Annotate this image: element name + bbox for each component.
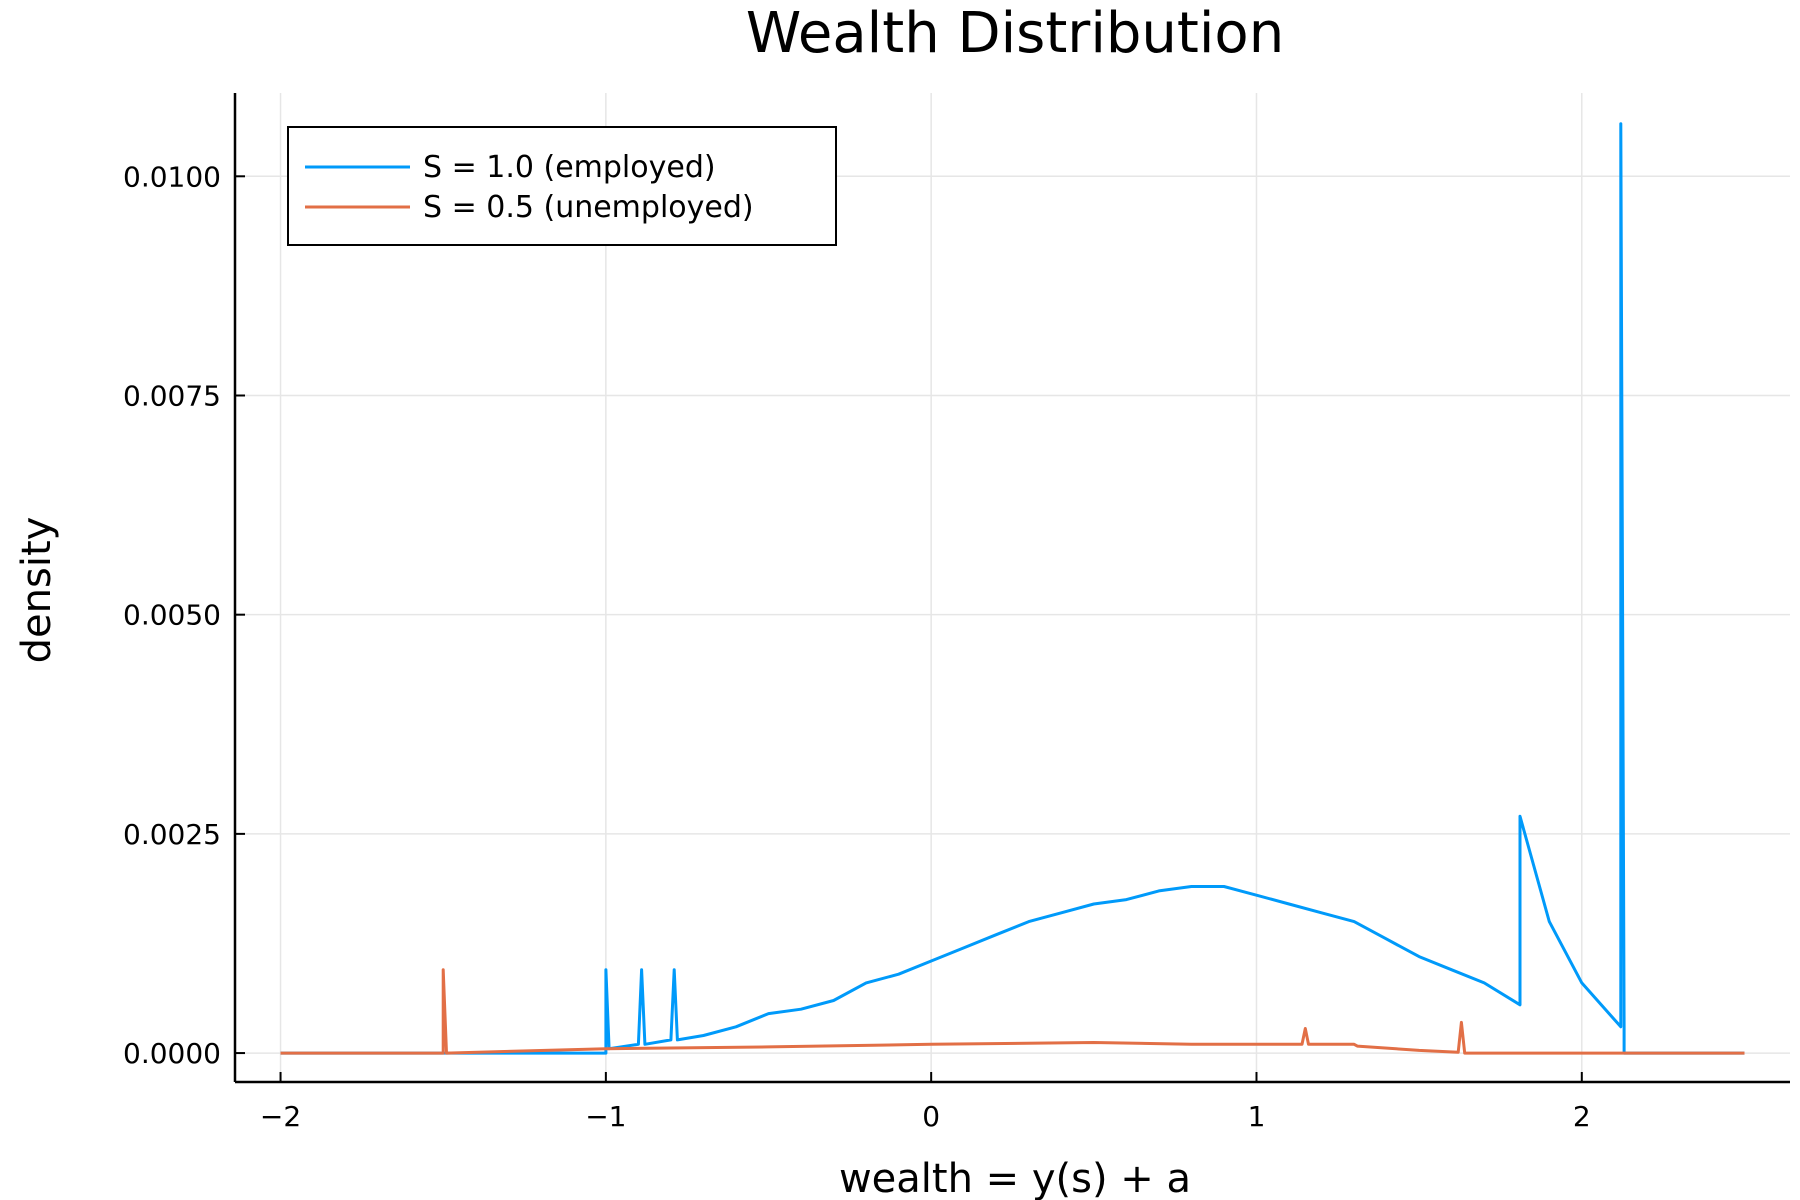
x-grid bbox=[279, 93, 1583, 1082]
y-ticks: 0.0000 0.0025 0.0050 0.0075 0.0100 bbox=[123, 160, 245, 1070]
legend-label-employed: S = 1.0 (employed) bbox=[423, 150, 716, 185]
legend-label-unemployed: S = 0.5 (unemployed) bbox=[423, 190, 754, 225]
x-tick-label: 0 bbox=[922, 1100, 940, 1133]
x-tick-label: −1 bbox=[585, 1100, 626, 1133]
x-tick-label: −2 bbox=[260, 1100, 301, 1133]
y-tick-label: 0.0050 bbox=[123, 599, 221, 632]
series-line-unemployed bbox=[280, 968, 1745, 1055]
legend: S = 1.0 (employed) S = 0.5 (unemployed) bbox=[287, 126, 837, 246]
x-tick-label: 2 bbox=[1573, 1100, 1591, 1133]
y-tick-label: 0.0000 bbox=[123, 1037, 221, 1070]
y-tick-label: 0.0100 bbox=[123, 160, 221, 193]
y-grid bbox=[235, 175, 1790, 1054]
y-axis-title: density bbox=[14, 517, 60, 664]
series-layer bbox=[280, 122, 1745, 1055]
x-axis-title: wealth = y(s) + a bbox=[839, 1156, 1191, 1200]
legend-box bbox=[287, 126, 837, 246]
x-tick-label: 1 bbox=[1248, 1100, 1266, 1133]
y-tick-label: 0.0075 bbox=[123, 379, 221, 412]
x-ticks: −2 −1 0 1 2 bbox=[260, 1072, 1591, 1133]
chart-title: Wealth Distribution bbox=[746, 1, 1284, 66]
y-tick-label: 0.0025 bbox=[123, 818, 221, 851]
series-line-employed bbox=[280, 122, 1745, 1055]
